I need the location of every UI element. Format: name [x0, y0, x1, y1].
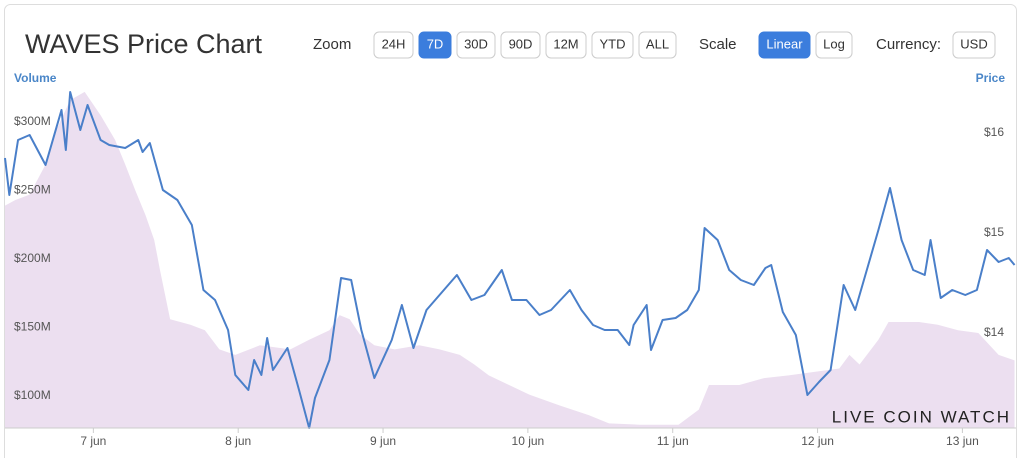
toolbar-label: Zoom — [313, 36, 351, 53]
scale-button[interactable] — [815, 31, 853, 59]
price-line — [4, 91, 1016, 429]
zoom-button[interactable] — [418, 31, 452, 59]
toolbar-label: Currency: — [876, 36, 941, 53]
zoom-button-label[interactable]: 7D — [427, 36, 444, 51]
y-tick-label: $100M — [14, 388, 51, 402]
zoom-button[interactable] — [373, 31, 414, 59]
zoom-button-label[interactable]: YTD — [600, 36, 626, 51]
chart-title: WAVES Price Chart — [25, 29, 263, 59]
x-tick-label: 10 jun — [512, 434, 545, 448]
x-tick-label: 7 jun — [80, 434, 106, 448]
zoom-button[interactable] — [500, 31, 541, 59]
x-tick-label: 8 jun — [225, 434, 251, 448]
y-tick-label: $250M — [14, 183, 51, 197]
x-tick-label: 12 jun — [801, 434, 834, 448]
y-tick-label: $150M — [14, 320, 51, 334]
scale-button-label[interactable]: Linear — [766, 36, 803, 51]
zoom-button-label[interactable]: ALL — [646, 36, 669, 51]
zoom-button[interactable] — [545, 31, 587, 59]
axis-title: Volume — [14, 71, 57, 85]
scale-button-label[interactable]: Log — [823, 36, 845, 51]
volume-area — [5, 91, 1015, 428]
y-tick-label: $200M — [14, 251, 51, 265]
y2-tick-label: $14 — [984, 325, 1004, 339]
toolbar-label: Scale — [699, 36, 737, 53]
x-tick-label: 11 jun — [657, 434, 689, 448]
y-tick-label: $300M — [14, 114, 51, 128]
frame — [4, 4, 1017, 458]
zoom-button[interactable] — [456, 31, 496, 59]
watermark: LIVE COIN WATCH — [832, 407, 1011, 426]
zoom-button-label[interactable]: 12M — [553, 36, 578, 51]
currency-button-label[interactable]: USD — [960, 36, 987, 51]
scale-button[interactable] — [758, 31, 811, 59]
y2-tick-label: $16 — [984, 125, 1004, 139]
currency-button[interactable] — [952, 31, 996, 59]
x-tick-label: 9 jun — [370, 434, 396, 448]
zoom-button-label[interactable]: 24H — [382, 36, 406, 51]
x-tick-label: 13 jun — [946, 434, 979, 448]
zoom-button[interactable] — [638, 31, 677, 59]
zoom-button-label[interactable]: 30D — [464, 36, 488, 51]
y2-tick-label: $15 — [984, 225, 1004, 239]
axis-title: Price — [976, 71, 1006, 85]
zoom-button[interactable] — [591, 31, 634, 59]
zoom-button-label[interactable]: 90D — [509, 36, 533, 51]
